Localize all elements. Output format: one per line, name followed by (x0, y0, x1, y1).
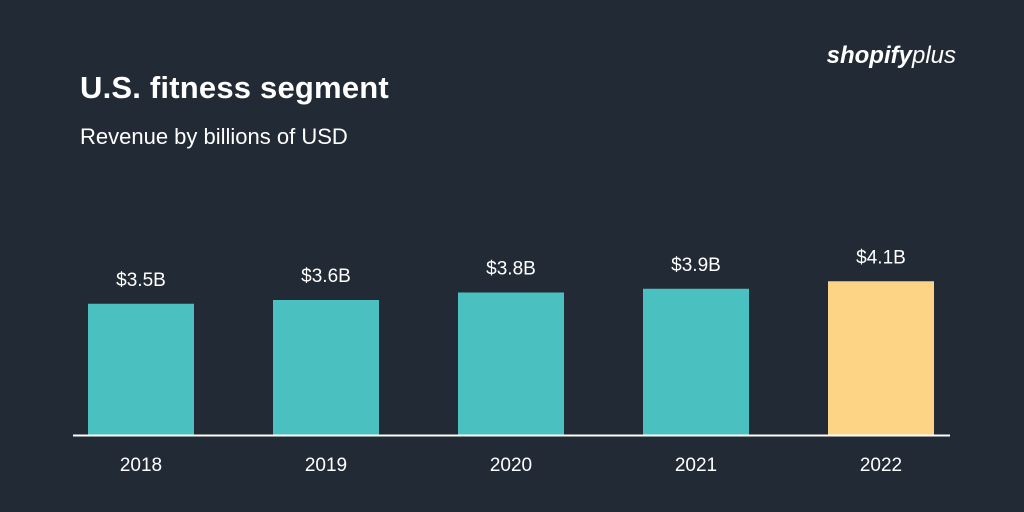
bar-2020 (458, 292, 564, 435)
logo-wordmark-light: plus (911, 42, 956, 69)
x-tick-label-2022: 2022 (860, 455, 902, 476)
bar-2018 (88, 303, 194, 435)
data-label-2019: $3.6B (301, 266, 351, 287)
x-tick-label-2020: 2020 (490, 455, 532, 476)
data-label-2021: $3.9B (671, 255, 721, 276)
bar-2021 (643, 288, 749, 435)
bar-2022 (828, 281, 934, 435)
x-tick-label-2021: 2021 (675, 455, 717, 476)
data-label-2018: $3.5B (116, 270, 166, 291)
chart-title: U.S. fitness segment (80, 70, 389, 105)
shopify-plus-logo: shopifyplus (827, 42, 956, 70)
data-label-2022: $4.1B (856, 247, 906, 268)
logo-wordmark-bold: shopify (826, 42, 912, 69)
data-label-2020: $3.8B (486, 259, 536, 280)
chart-subtitle: Revenue by billions of USD (80, 124, 348, 149)
x-tick-label-2019: 2019 (305, 455, 347, 476)
x-tick-label-2018: 2018 (120, 455, 162, 476)
bar-2019 (273, 300, 379, 435)
